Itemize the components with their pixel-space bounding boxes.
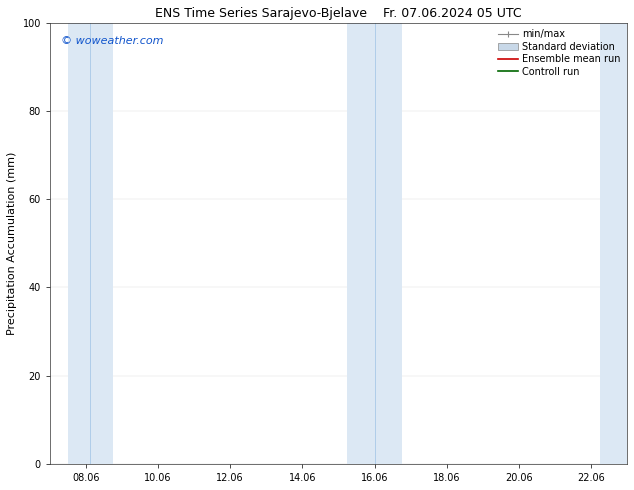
Legend: min/max, Standard deviation, Ensemble mean run, Controll run: min/max, Standard deviation, Ensemble me… [496, 27, 622, 78]
Bar [600, 23, 631, 464]
Bar [68, 23, 113, 464]
Text: © woweather.com: © woweather.com [61, 36, 164, 46]
Title: ENS Time Series Sarajevo-Bjelave    Fr. 07.06.2024 05 UTC: ENS Time Series Sarajevo-Bjelave Fr. 07.… [155, 7, 522, 20]
Bar [347, 23, 401, 464]
Y-axis label: Precipitation Accumulation (mm): Precipitation Accumulation (mm) [7, 151, 17, 335]
